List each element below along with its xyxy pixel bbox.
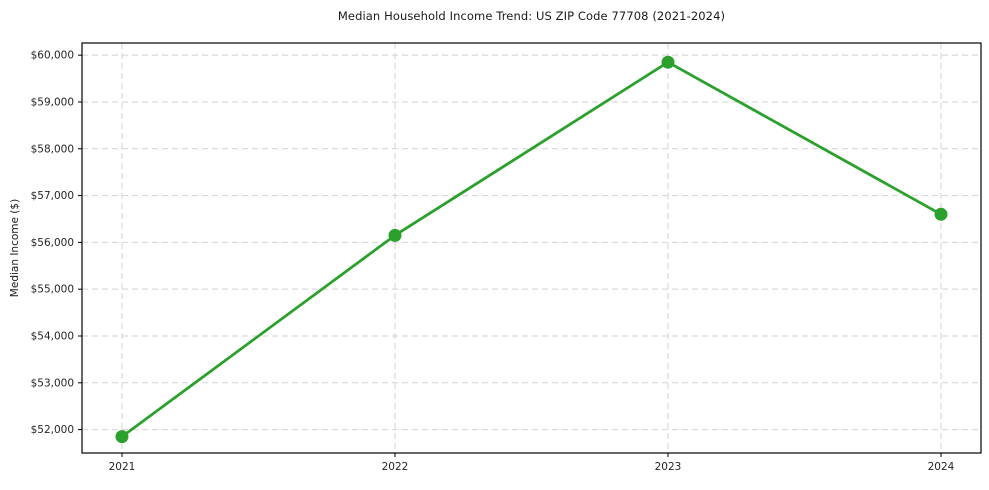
y-tick-label: $52,000 (31, 424, 74, 436)
chart-title: Median Household Income Trend: US ZIP Co… (337, 9, 726, 23)
y-tick-label: $60,000 (31, 50, 74, 62)
x-tick-label: 2023 (655, 461, 682, 473)
data-point-2021 (115, 430, 129, 444)
x-tick-label: 2021 (109, 461, 136, 473)
y-tick-label: $53,000 (31, 377, 74, 389)
x-tick-label: 2022 (382, 461, 409, 473)
x-tick-label: 2024 (928, 461, 955, 473)
trend-line (120, 60, 943, 439)
y-tick-label: $58,000 (31, 143, 74, 155)
data-point-2024 (934, 207, 948, 221)
data-point-2023 (661, 55, 675, 69)
plot-border (81, 42, 982, 454)
y-tick-label: $59,000 (31, 96, 74, 108)
y-tick-label: $54,000 (31, 330, 74, 342)
y-tick-label: $57,000 (31, 190, 74, 202)
y-tick-label: $56,000 (31, 237, 74, 249)
y-tick-label: $55,000 (31, 284, 74, 296)
data-point-2022 (388, 228, 402, 242)
